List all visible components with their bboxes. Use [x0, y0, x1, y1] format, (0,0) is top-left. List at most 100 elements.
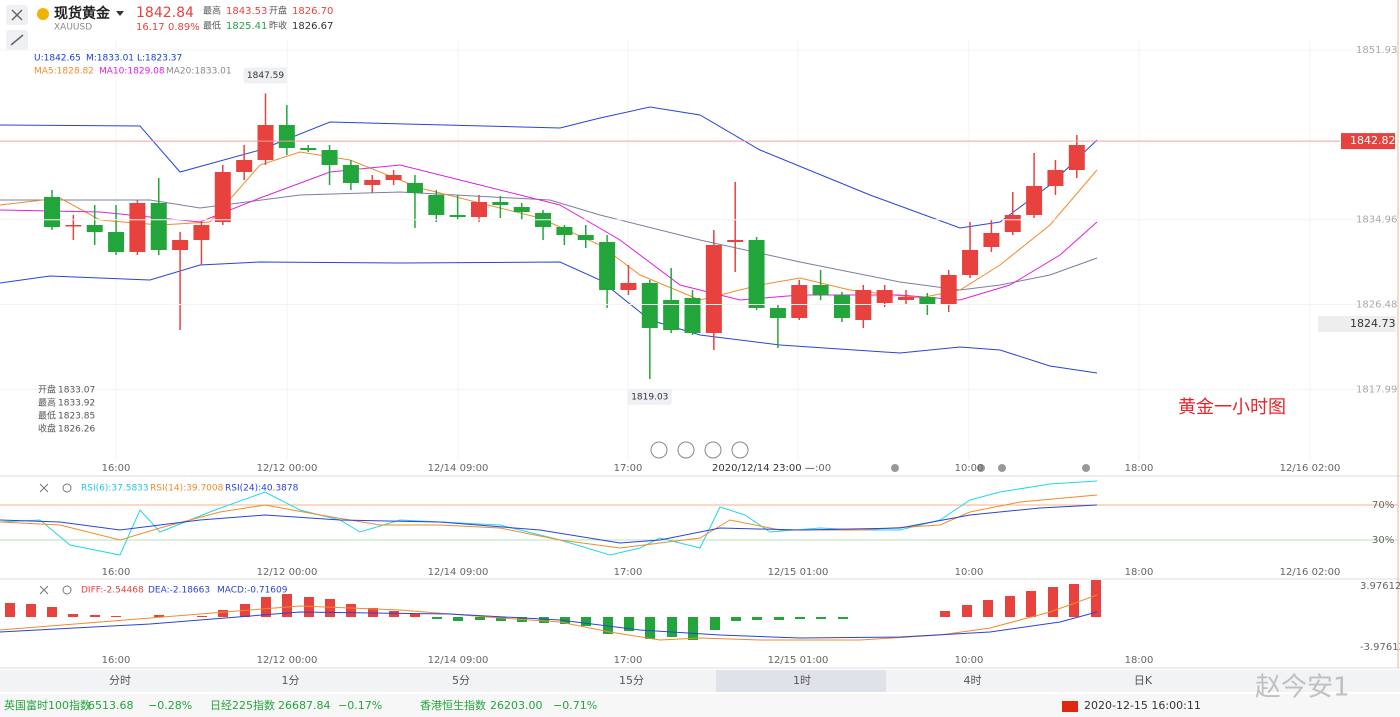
- annotation: 黄金一小时图: [1178, 397, 1286, 418]
- candle-body: [108, 232, 125, 252]
- time-label: 17:00: [614, 567, 643, 578]
- close-icon: [11, 9, 23, 21]
- change: 16.17: [136, 22, 165, 33]
- ticker-value: 6513.68: [88, 699, 134, 712]
- candle-body: [919, 297, 936, 305]
- settings-icon[interactable]: [62, 585, 72, 595]
- candle-body: [940, 275, 957, 305]
- macd-top: 3.97612: [1360, 581, 1400, 592]
- candle-body: [150, 203, 167, 250]
- period-tab[interactable]: 1时: [793, 674, 811, 687]
- candle-body: [684, 298, 701, 333]
- stat-label: 昨收: [269, 20, 287, 32]
- ohlc-value: 1833.92: [58, 399, 95, 409]
- candle-body: [705, 245, 722, 333]
- settings-icon[interactable]: [62, 483, 72, 493]
- period-tab[interactable]: 4时: [964, 674, 982, 687]
- rsi24-line: [0, 504, 1098, 544]
- boll-l: L:1823.37: [137, 54, 182, 64]
- candle-body: [812, 285, 829, 295]
- time-label: 10:00: [955, 655, 984, 666]
- candle-body: [513, 207, 530, 212]
- ohlc-value: 1833.07: [58, 386, 95, 396]
- alert-price: 1824.73: [1350, 317, 1396, 330]
- time-label: 18:00: [1125, 463, 1154, 474]
- candle-body: [236, 160, 253, 172]
- ma5: MA5:1828.82: [34, 67, 94, 77]
- candle-body: [1068, 145, 1085, 170]
- dea-line: [0, 611, 1098, 639]
- period-tabs: 分时 1分 5分 15分 1时 4时 日K: [109, 674, 1153, 687]
- candle-body: [876, 290, 893, 303]
- boll-upper: [0, 106, 1098, 229]
- period-active: [716, 670, 886, 692]
- alert-tag: [1318, 316, 1396, 332]
- time-label: 17:00: [614, 655, 643, 666]
- dropdown[interactable]: [116, 11, 124, 16]
- candle-body: [769, 308, 786, 318]
- candle-body: [300, 148, 317, 150]
- candle-body: [983, 233, 1000, 247]
- flag: [1062, 701, 1078, 712]
- ohlc-label: 开盘: [38, 384, 56, 396]
- boll-lower: [0, 261, 1098, 374]
- ohlc-label: 收盘: [38, 423, 56, 435]
- ticker-name: 日经225指数: [210, 698, 275, 712]
- boll-m: M:1833.01: [86, 54, 134, 64]
- ticker-name: 英国富时100指数: [4, 698, 91, 712]
- rsi-level: 70%: [1372, 500, 1394, 511]
- rsi6: RSI(6):37.5833: [81, 484, 149, 494]
- candle-body: [428, 195, 445, 215]
- candle-body: [321, 150, 338, 165]
- period-tab[interactable]: 5分: [452, 674, 470, 687]
- period-tab[interactable]: 日K: [1134, 674, 1153, 687]
- last-price: 1842.82: [1350, 134, 1396, 147]
- ma20: MA20:1833.01: [166, 67, 232, 77]
- candle-body: [748, 240, 765, 308]
- gold-icon: [37, 8, 49, 20]
- candle-body: [1047, 170, 1064, 186]
- close-icon[interactable]: [39, 483, 49, 493]
- time-label: 12/16 02:00: [1280, 463, 1341, 474]
- candle-body: [727, 240, 744, 242]
- candle-body: [257, 125, 274, 160]
- macd-bottom: -3.97612: [1360, 642, 1400, 653]
- candle-body: [65, 225, 82, 227]
- time-label: 12/12 00:00: [257, 463, 318, 474]
- ticker-value: 26203.00: [490, 699, 543, 712]
- nav-buttons[interactable]: [650, 441, 749, 459]
- rsi-level: 30%: [1372, 535, 1394, 546]
- period-tab[interactable]: 分时: [109, 674, 131, 687]
- candle-body: [492, 202, 509, 205]
- change-pct: 0.89%: [168, 22, 200, 33]
- diff-line: [0, 594, 1098, 641]
- time-label: 18:00: [1125, 655, 1154, 666]
- ticker: 英国富时100指数 6513.68 −0.28% 日经225指数 26687.8…: [4, 698, 597, 712]
- rsi6-line: [0, 480, 1098, 556]
- draw-icon: [10, 34, 24, 46]
- ticker-change: −0.28%: [148, 699, 192, 712]
- period-tab[interactable]: 15分: [619, 674, 644, 687]
- candle-body: [791, 285, 808, 318]
- time-label: 17:00: [614, 463, 643, 474]
- close-icon[interactable]: [39, 585, 49, 595]
- candle-body: [833, 295, 850, 318]
- candle-body: [364, 180, 381, 185]
- time-label: 12/12 00:00: [257, 655, 318, 666]
- candle-body: [172, 240, 189, 250]
- extreme-label: 1847.59: [247, 71, 284, 81]
- ma10-line: [0, 164, 1098, 301]
- scroll-dots: [891, 464, 1090, 472]
- ma10: MA10:1829.08: [99, 67, 165, 77]
- time-label: 12/14 09:00: [428, 655, 489, 666]
- time-label: 12/14 09:00: [428, 463, 489, 474]
- dea: DEA:-2.18663: [148, 586, 210, 596]
- time-label: 10:00: [955, 567, 984, 578]
- period-tab[interactable]: 1分: [282, 674, 300, 687]
- macd-up-bars: [5, 580, 1101, 617]
- candle-body: [556, 227, 573, 235]
- candle-body: [193, 225, 210, 240]
- boll-u: U:1842.65: [34, 54, 81, 64]
- candle-body: [1004, 215, 1021, 232]
